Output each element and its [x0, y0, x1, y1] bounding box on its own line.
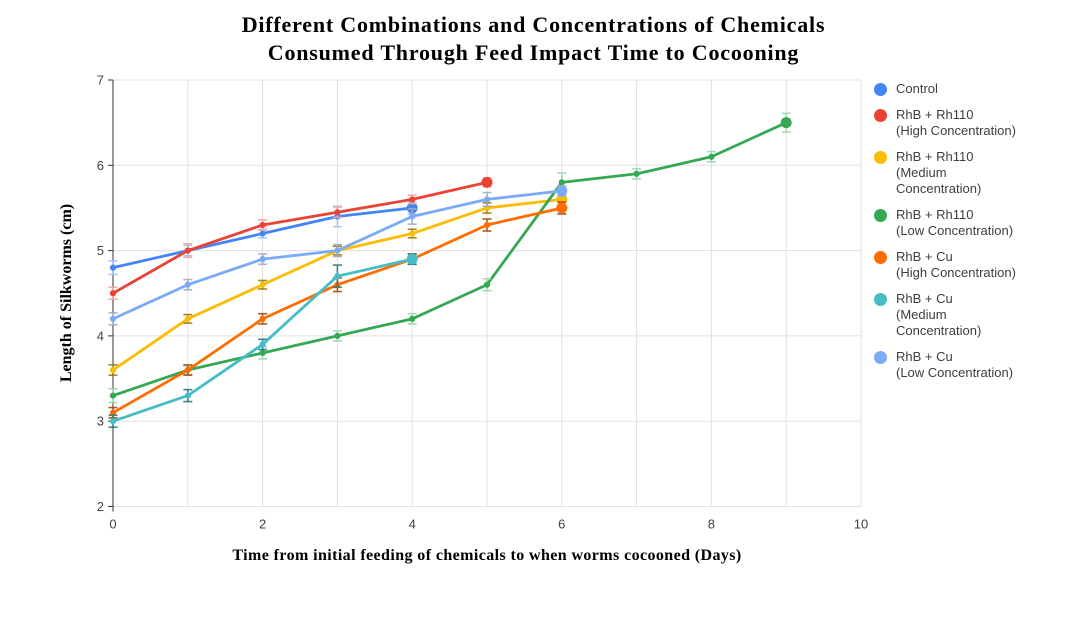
data-point [483, 221, 491, 229]
legend-item-control: Control [874, 81, 1060, 97]
chart-title: Different Combinations and Concentration… [0, 11, 1067, 67]
y-tick-label: 5 [97, 243, 104, 258]
legend-label: Control [896, 81, 938, 96]
legend-label: RhB + Rh110 (High Concentration) [896, 107, 1016, 138]
data-point [259, 256, 266, 263]
x-tick-label: 6 [558, 517, 565, 532]
legend-label: RhB + Cu (High Concentration) [896, 249, 1016, 280]
data-point [184, 315, 191, 322]
data-point [409, 213, 416, 220]
data-point [259, 281, 266, 288]
data-point [259, 341, 266, 348]
x-tick-label: 2 [259, 517, 266, 532]
data-point [558, 179, 565, 186]
chart-title-line1: Different Combinations and Concentration… [241, 12, 826, 37]
x-tick-label: 8 [708, 517, 715, 532]
data-point [109, 366, 117, 374]
legend-item-rhb-cu-high-concentration: RhB + Cu (High Concentration) [874, 249, 1060, 281]
data-point [409, 230, 416, 237]
data-point [633, 170, 640, 177]
series-end-point [406, 202, 418, 214]
x-axis-title: Time from initial feeding of chemicals t… [232, 547, 742, 564]
data-point [184, 366, 191, 374]
data-point [334, 332, 341, 339]
legend-dot [874, 292, 887, 306]
y-tick-label: 3 [97, 414, 104, 429]
data-point [184, 247, 191, 254]
data-point [109, 290, 117, 297]
y-axis-title: Length of Silkworms (cm) [58, 203, 75, 383]
legend-label: RhB + Cu (Low Concentration) [896, 349, 1014, 380]
data-point [259, 221, 266, 229]
series-line [111, 180, 489, 295]
legend-label: RhB + Rh110 (Medium Concentration) [896, 149, 982, 196]
data-point [184, 392, 191, 399]
series-end-point [406, 253, 418, 265]
series-rhb-rh110-high-concentration [108, 176, 493, 301]
data-point [109, 392, 117, 399]
data-point [109, 409, 117, 416]
data-point [409, 196, 416, 203]
legend-dot [874, 208, 887, 222]
y-tick-label: 7 [97, 73, 104, 88]
chart-title-line2: Consumed Through Feed Impact Time to Coc… [267, 40, 800, 65]
data-point [259, 230, 266, 237]
series-end-point [780, 117, 792, 129]
series-end-point [556, 185, 568, 197]
y-tick-label: 6 [97, 158, 104, 173]
series-end-point [481, 176, 493, 188]
data-point [259, 315, 266, 322]
data-point [109, 418, 117, 425]
data-point [334, 247, 341, 254]
data-point [483, 196, 491, 203]
legend-label: RhB + Cu (Medium Concentration) [896, 291, 982, 338]
data-point [184, 281, 191, 288]
x-tick-label: 0 [109, 517, 116, 532]
legend-item-rhb-rh110-medium-concentration: RhB + Rh110 (Medium Concentration) [874, 149, 1060, 197]
legend: Control RhB + Rh110 (High Concentration) Rh… [874, 81, 1060, 381]
data-point [334, 273, 341, 280]
series-rhb-rh110-low-concentration [108, 112, 792, 404]
x-tick-label: 10 [854, 517, 868, 532]
series-end-point [556, 202, 568, 214]
legend-dot [874, 108, 887, 122]
y-tick-label: 4 [97, 328, 104, 343]
series-rhb-cu-low-concentration [108, 184, 568, 326]
data-point [334, 209, 341, 216]
data-point [109, 315, 117, 322]
legend-dot [874, 350, 887, 364]
legend-item-rhb-rh110-low-concentration: RhB + Rh110 (Low Concentration) [874, 207, 1060, 239]
data-point [409, 315, 416, 322]
legend-item-rhb-cu-medium-concentration: RhB + Cu (Medium Concentration) [874, 291, 1060, 339]
legend-dot [874, 150, 887, 164]
legend-dot [874, 250, 887, 264]
data-point [109, 264, 117, 271]
data-point [708, 153, 715, 160]
legend-label: RhB + Rh110 (Low Concentration) [896, 207, 1014, 238]
y-tick-label: 2 [97, 499, 104, 514]
legend-item-rhb-cu-low-concentration: RhB + Cu (Low Concentration) [874, 349, 1060, 381]
data-point [483, 281, 491, 288]
legend-item-rhb-rh110-high-concentration: RhB + Rh110 (High Concentration) [874, 107, 1060, 139]
legend-dot [874, 82, 887, 96]
series-line [111, 121, 788, 398]
x-tick-label: 4 [409, 517, 416, 532]
data-point [259, 349, 266, 357]
series-rhb-cu-medium-concentration [108, 253, 418, 428]
